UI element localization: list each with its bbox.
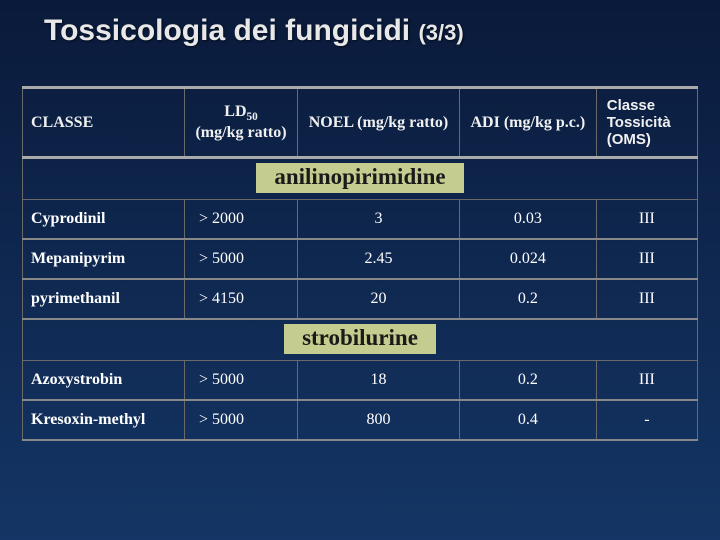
- cell-name: Cyprodinil: [23, 200, 185, 240]
- table-container: CLASSE LD50(mg/kg ratto) NOEL (mg/kg rat…: [0, 54, 720, 441]
- cell-ld50: > 5000: [185, 361, 298, 401]
- header-row: CLASSE LD50(mg/kg ratto) NOEL (mg/kg rat…: [23, 88, 698, 158]
- cell-ld50: > 5000: [185, 239, 298, 279]
- cell-adi: 0.03: [459, 200, 596, 240]
- cell-oms: -: [596, 400, 697, 440]
- title-main: Tossicologia dei fungicidi: [44, 14, 410, 47]
- section-label: anilinopirimidine: [256, 163, 463, 193]
- fungicide-table: CLASSE LD50(mg/kg ratto) NOEL (mg/kg rat…: [22, 86, 698, 441]
- table-row: Cyprodinil> 200030.03III: [23, 200, 698, 240]
- col-classe: CLASSE: [23, 88, 185, 158]
- section-row: strobilurine: [23, 319, 698, 361]
- table-row: Azoxystrobin> 5000180.2III: [23, 361, 698, 401]
- section-row: anilinopirimidine: [23, 158, 698, 200]
- cell-oms: III: [596, 200, 697, 240]
- page-title: Tossicologia dei fungicidi (3/3): [44, 14, 464, 47]
- cell-oms: III: [596, 239, 697, 279]
- cell-noel: 800: [298, 400, 460, 440]
- cell-ld50: > 2000: [185, 200, 298, 240]
- cell-oms: III: [596, 361, 697, 401]
- col-noel: NOEL (mg/kg ratto): [298, 88, 460, 158]
- section-label: strobilurine: [284, 324, 436, 354]
- cell-name: Kresoxin-methyl: [23, 400, 185, 440]
- cell-oms: III: [596, 279, 697, 319]
- title-pager: (3/3): [418, 20, 463, 45]
- cell-ld50: > 5000: [185, 400, 298, 440]
- col-adi: ADI (mg/kg p.c.): [459, 88, 596, 158]
- col-oms: Classe Tossicità (OMS): [596, 88, 697, 158]
- table-row: Kresoxin-methyl> 50008000.4-: [23, 400, 698, 440]
- col-ld50: LD50(mg/kg ratto): [185, 88, 298, 158]
- cell-adi: 0.4: [459, 400, 596, 440]
- cell-noel: 18: [298, 361, 460, 401]
- cell-name: pyrimethanil: [23, 279, 185, 319]
- table-row: pyrimethanil> 4150200.2III: [23, 279, 698, 319]
- cell-adi: 0.024: [459, 239, 596, 279]
- cell-noel: 3: [298, 200, 460, 240]
- cell-adi: 0.2: [459, 279, 596, 319]
- cell-name: Mepanipyrim: [23, 239, 185, 279]
- cell-adi: 0.2: [459, 361, 596, 401]
- cell-name: Azoxystrobin: [23, 361, 185, 401]
- cell-noel: 20: [298, 279, 460, 319]
- cell-ld50: > 4150: [185, 279, 298, 319]
- cell-noel: 2.45: [298, 239, 460, 279]
- table-row: Mepanipyrim> 50002.450.024III: [23, 239, 698, 279]
- title-bar: Tossicologia dei fungicidi (3/3): [0, 0, 720, 54]
- table-body: anilinopirimidineCyprodinil> 200030.03II…: [23, 158, 698, 441]
